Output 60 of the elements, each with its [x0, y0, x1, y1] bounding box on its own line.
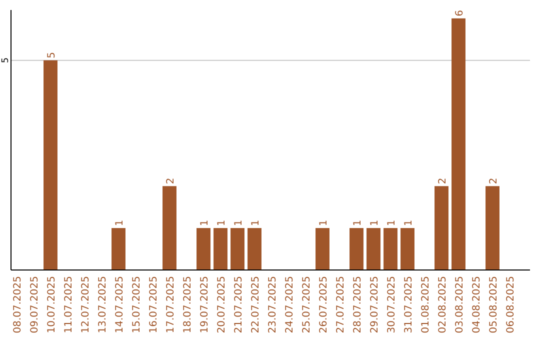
- bar: [384, 228, 398, 270]
- x-tick-label: 28.07.2025: [352, 276, 364, 334]
- x-tick-label: 29.07.2025: [370, 276, 380, 334]
- x-tick-label: 17.07.2025: [166, 276, 176, 334]
- x-tick-label: 09.07.2025: [30, 276, 40, 334]
- bar: [400, 228, 414, 270]
- x-tick-label: 14.07.2025: [114, 276, 126, 334]
- bar: [434, 186, 448, 270]
- x-tick-label: 18.07.2025: [182, 276, 194, 334]
- x-tick-label: 19.07.2025: [200, 276, 210, 334]
- data-label: 2: [438, 178, 448, 184]
- x-tick-label: 02.08.2025: [438, 276, 448, 334]
- x-tick-label: 27.07.2025: [336, 276, 346, 334]
- data-label: 1: [404, 220, 414, 226]
- x-tick-label: 22.07.2025: [250, 276, 262, 334]
- x-tick-label: 03.08.2025: [454, 276, 466, 334]
- data-label: 2: [166, 178, 176, 184]
- data-label: 5: [46, 52, 58, 58]
- x-tick-label: 15.07.2025: [132, 276, 142, 334]
- x-tick-label: 16.07.2025: [148, 276, 160, 334]
- x-tick-label: 31.07.2025: [404, 276, 414, 334]
- data-label: 1: [386, 220, 398, 226]
- bar: [196, 228, 210, 270]
- x-tick-label: 01.08.2025: [420, 276, 432, 334]
- x-tick-label: 08.07.2025: [12, 276, 24, 334]
- bar: [112, 228, 126, 270]
- bar: [486, 186, 500, 270]
- data-label: 1: [200, 220, 210, 226]
- x-tick-label: 26.07.2025: [318, 276, 330, 334]
- bar: [452, 18, 466, 270]
- x-tick-label: 25.07.2025: [302, 276, 312, 334]
- bar: [214, 228, 228, 270]
- x-tick-label: 13.07.2025: [98, 276, 108, 334]
- data-label: 2: [488, 178, 500, 184]
- x-tick-label: 30.07.2025: [386, 276, 398, 334]
- data-label: 1: [114, 220, 126, 226]
- x-tick-label: 21.07.2025: [234, 276, 244, 334]
- data-label: 1: [216, 220, 228, 226]
- bar: [366, 228, 380, 270]
- data-label: 1: [234, 220, 244, 226]
- bar: [248, 228, 262, 270]
- x-tick-label: 10.07.2025: [46, 276, 58, 334]
- bar: [230, 228, 244, 270]
- x-tick-label: 11.07.2025: [64, 276, 74, 334]
- x-tick-label: 24.07.2025: [284, 276, 296, 334]
- x-tick-label: 12.07.2025: [80, 276, 92, 334]
- bar: [350, 228, 364, 270]
- x-tick-label: 06.08.2025: [506, 276, 516, 334]
- data-label: 1: [250, 220, 262, 226]
- bar: [316, 228, 330, 270]
- data-label: 6: [454, 10, 466, 16]
- bar: [44, 60, 58, 270]
- data-label: 1: [370, 220, 380, 226]
- x-tick-label: 04.08.2025: [472, 276, 482, 334]
- x-tick-label: 20.07.2025: [216, 276, 228, 334]
- x-tick-label: 23.07.2025: [268, 276, 278, 334]
- data-label: 1: [318, 220, 330, 226]
- x-tick-label: 05.08.2025: [488, 276, 500, 334]
- data-label: 1: [352, 220, 364, 226]
- bar: [162, 186, 176, 270]
